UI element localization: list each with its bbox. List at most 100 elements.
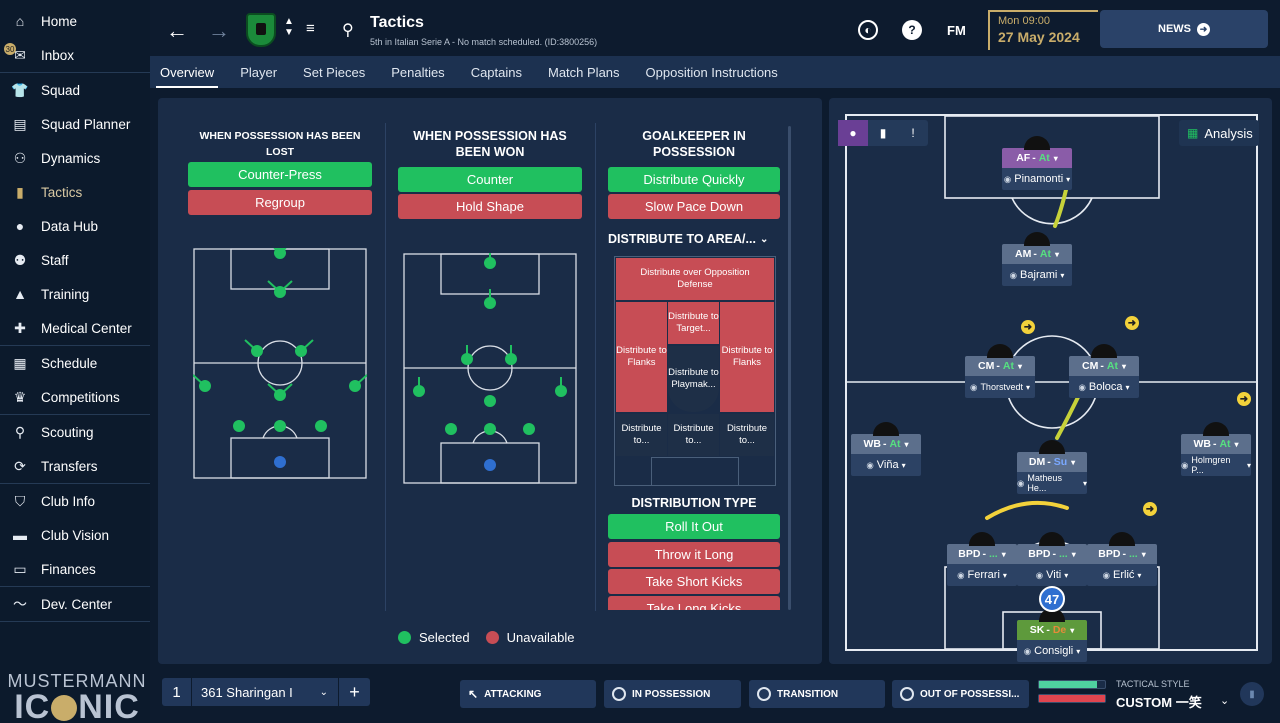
tab-captains[interactable]: Captains	[470, 64, 522, 80]
player-card[interactable]: BPD -... ▾ ◉ Ferrari ▾	[947, 532, 1017, 586]
sidebar-item-home[interactable]: ⌂ Home	[0, 4, 150, 38]
tab-opposition-instructions[interactable]: Opposition Instructions	[645, 64, 778, 80]
tactic-slot-number[interactable]: 1	[162, 678, 192, 706]
player-name[interactable]: ◉ Consigli ▾	[1017, 640, 1087, 662]
player-view-icon[interactable]: ●	[838, 120, 868, 146]
back-arrow-icon[interactable]: ←	[166, 18, 188, 43]
fm-menu-button[interactable]: FM	[947, 23, 966, 38]
scrollbar[interactable]	[788, 126, 791, 610]
zone-flank-right[interactable]: Distribute to Flanks	[720, 302, 774, 412]
sidebar-item-staff[interactable]: ⚉ Staff	[0, 243, 150, 277]
search-icon[interactable]: ⚲	[342, 22, 354, 39]
counter-press-option[interactable]: Counter-Press	[188, 162, 372, 187]
player-name[interactable]: ◉ Ferrari ▾	[947, 564, 1017, 586]
sidebar-item-finances[interactable]: ▭ Finances	[0, 552, 150, 586]
tab-player[interactable]: Player	[240, 64, 278, 80]
player-card[interactable]: DM - Su ▾ ◉ Matheus He... ▾	[1017, 440, 1087, 494]
zone-over-defense[interactable]: Distribute over Opposition Defense	[616, 258, 774, 300]
analysis-button[interactable]: ▦ Analysis	[1179, 120, 1259, 146]
graph-icon[interactable]: ▮	[1240, 682, 1264, 706]
tab-match-plans[interactable]: Match Plans	[548, 64, 620, 80]
zone-bottom-center[interactable]: Distribute to...	[668, 414, 719, 456]
tactic-name[interactable]: 361 Sharingan I	[201, 684, 293, 700]
player-card[interactable]: BPD -... ▾ ◉ Erlić ▾	[1087, 532, 1157, 586]
phase-in-possession-button[interactable]: IN POSSESSION	[604, 680, 741, 708]
zone-flank-left[interactable]: Distribute to Flanks	[616, 302, 667, 412]
hold-shape-option[interactable]: Hold Shape	[398, 194, 582, 219]
slow-pace-down-option[interactable]: Slow Pace Down	[608, 194, 780, 219]
player-card[interactable]: AF - At ▾ ◉ Pinamonti ▾	[1002, 136, 1072, 190]
zone-playmaker[interactable]: Distribute to Playmak...	[668, 346, 719, 412]
player-name[interactable]: ◉ Boloca ▾	[1069, 376, 1139, 398]
sidebar-item-dynamics[interactable]: ⚇ Dynamics	[0, 141, 150, 175]
sidebar-item-data-hub[interactable]: ● Data Hub	[0, 209, 150, 243]
player-name[interactable]: ◉ Viti ▾	[1017, 564, 1087, 586]
phase-out-of-possession-button[interactable]: OUT OF POSSESSI...	[892, 680, 1029, 708]
player-name[interactable]: ◉ Matheus He... ▾	[1017, 472, 1087, 494]
alert-icon[interactable]: !	[911, 126, 915, 140]
player-role[interactable]: DM - Su ▾	[1017, 452, 1087, 472]
sidebar-item-club-vision[interactable]: ▬ Club Vision	[0, 518, 150, 552]
sidebar-item-tactics[interactable]: ▮ Tactics	[0, 175, 150, 209]
tab-overview[interactable]: Overview	[155, 56, 219, 88]
chevron-down-icon[interactable]: ⌄	[1220, 695, 1230, 707]
player-card[interactable]: WB - At ▾ ◉ Viña ▾	[851, 422, 921, 476]
zone-bottom-right[interactable]: Distribute to...	[720, 414, 774, 456]
player-card[interactable]: WB - At ▾ ◉ Holmgren P... ▾	[1181, 422, 1251, 476]
player-name[interactable]: ◉ Viña ▾	[851, 454, 921, 476]
player-role[interactable]: AM - At ▾	[1002, 244, 1072, 264]
ball-icon[interactable]: ◐	[858, 20, 878, 40]
sidebar-item-club-info[interactable]: ⛉ Club Info	[0, 484, 150, 518]
sidebar-item-transfers[interactable]: ⟳ Transfers	[0, 449, 150, 483]
player-card[interactable]: CM - At ▾ ◉ Boloca ▾	[1069, 344, 1139, 398]
sidebar-item-schedule[interactable]: ▦ Schedule	[0, 346, 150, 380]
player-role[interactable]: BPD -... ▾	[1017, 544, 1087, 564]
player-name[interactable]: ◉ Bajrami ▾	[1002, 264, 1072, 286]
tactic-selector[interactable]: 1 361 Sharingan I ⌄ +	[162, 678, 370, 706]
player-role[interactable]: SK - De ▾	[1017, 620, 1087, 640]
sidebar-item-scouting[interactable]: ⚲ Scouting	[0, 415, 150, 449]
sidebar-item-squad-planner[interactable]: ▤ Squad Planner	[0, 107, 150, 141]
sidebar-item-inbox[interactable]: ✉ Inbox 30	[0, 38, 150, 72]
zone-bottom-left[interactable]: Distribute to...	[616, 414, 667, 456]
player-role[interactable]: CM - At ▾	[1069, 356, 1139, 376]
chevron-updown-icon[interactable]: ▲ ▼	[284, 16, 294, 38]
regroup-option[interactable]: Regroup	[188, 190, 372, 215]
sidebar-item-training[interactable]: ▲ Training	[0, 277, 150, 311]
throw-it-long-option[interactable]: Throw it Long	[608, 542, 780, 567]
player-name[interactable]: ◉ Holmgren P... ▾	[1181, 454, 1251, 476]
player-role[interactable]: WB - At ▾	[1181, 434, 1251, 454]
tactical-style-value[interactable]: CUSTOM 一笑	[1116, 695, 1202, 710]
counter-option[interactable]: Counter	[398, 167, 582, 192]
roll-it-out-option[interactable]: Roll It Out	[608, 514, 780, 539]
bar-chart-icon[interactable]: ▮	[879, 126, 887, 140]
player-role[interactable]: BPD -... ▾	[947, 544, 1017, 564]
player-name[interactable]: ◉ Pinamonti ▾	[1002, 168, 1072, 190]
player-name[interactable]: ◉ Thorstvedt ▾	[965, 376, 1035, 398]
news-button[interactable]: NEWS ➜	[1100, 10, 1268, 48]
tab-set-pieces[interactable]: Set Pieces	[303, 64, 366, 80]
player-role[interactable]: AF - At ▾	[1002, 148, 1072, 168]
date-display[interactable]: Mon 09:00 27 May 2024	[988, 10, 1098, 50]
tab-penalties[interactable]: Penalties	[391, 64, 445, 80]
player-name[interactable]: ◉ Erlić ▾	[1087, 564, 1157, 586]
sidebar-item-squad[interactable]: 👕 Squad	[0, 73, 150, 107]
player-card[interactable]: SK - De ▾ ◉ Consigli ▾	[1017, 608, 1087, 662]
player-card[interactable]: AM - At ▾ ◉ Bajrami ▾	[1002, 232, 1072, 286]
player-role[interactable]: BPD -... ▾	[1087, 544, 1157, 564]
sidebar-item-competitions[interactable]: ♛ Competitions	[0, 380, 150, 414]
phase-attacking-button[interactable]: ↖ ATTACKING	[460, 680, 596, 708]
sidebar-item-dev-center[interactable]: 〜 Dev. Center	[0, 587, 150, 621]
add-tactic-icon[interactable]: +	[338, 678, 370, 706]
help-icon[interactable]: ?	[902, 20, 922, 40]
take-long-kicks-option[interactable]: Take Long Kicks	[608, 596, 780, 610]
forward-arrow-icon[interactable]: →	[208, 18, 230, 43]
club-crest-icon[interactable]	[246, 13, 276, 47]
player-role[interactable]: CM - At ▾	[965, 356, 1035, 376]
player-card[interactable]: BPD -... ▾ ◉ Viti ▾	[1017, 532, 1087, 586]
zone-target[interactable]: Distribute to Target...	[668, 302, 719, 344]
chevron-down-icon[interactable]: ⌄	[319, 686, 328, 698]
distribute-quickly-option[interactable]: Distribute Quickly	[608, 167, 780, 192]
player-card[interactable]: CM - At ▾ ◉ Thorstvedt ▾	[965, 344, 1035, 398]
take-short-kicks-option[interactable]: Take Short Kicks	[608, 569, 780, 594]
